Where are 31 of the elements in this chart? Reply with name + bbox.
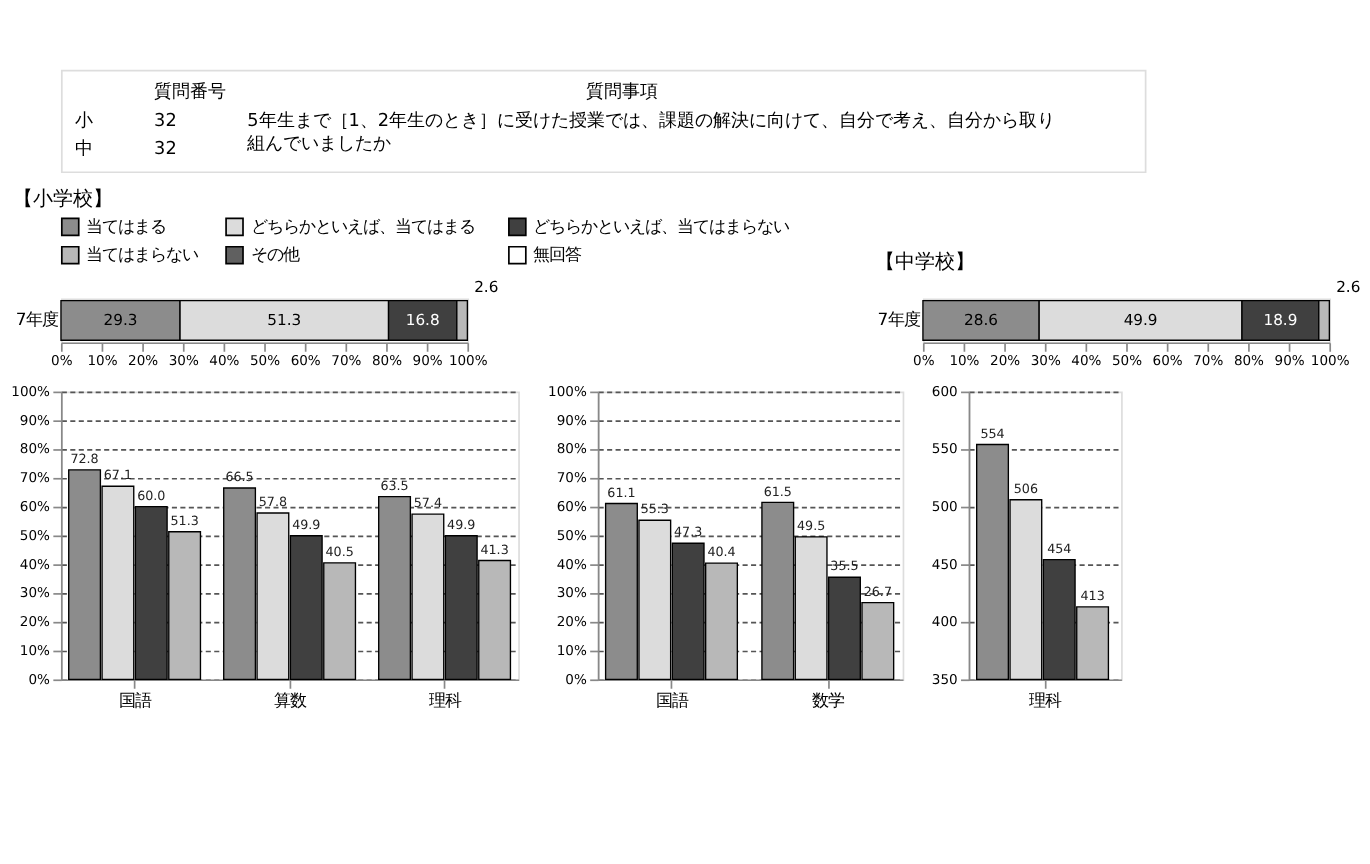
text: 小	[74, 109, 93, 132]
data-label: 28.6	[964, 311, 999, 330]
legend-label: どちらかといえば、当てはまる	[250, 215, 475, 236]
data-label: 29.3	[103, 311, 138, 330]
x-tick-label: 国語	[118, 689, 151, 710]
legend-label: どちらかといえば、当てはまらない	[533, 215, 790, 236]
x-tick-label: 国語	[656, 689, 689, 710]
x-tick-label: 数学	[812, 689, 845, 710]
data-label: 16.8	[405, 311, 440, 330]
data-label: 2.6	[1336, 277, 1361, 296]
text: 質問番号	[154, 80, 227, 103]
x-tick-label: 理科	[428, 689, 461, 710]
text: 質問事項	[585, 80, 658, 103]
data-label: 51.3	[267, 311, 302, 330]
y-tick-label: 7年度	[877, 309, 921, 330]
x-tick-label: 理科	[1028, 689, 1061, 710]
data-label: 49.9	[1123, 311, 1158, 330]
text: 32	[154, 111, 177, 132]
legend-label: 当てはまらない	[86, 244, 199, 265]
data-label: 2.6	[474, 277, 499, 296]
text: 5年生まで［1、2年生のとき］に受けた授業では、課題の解決に向けて、自分で考え、自分から取り組んでいましたか	[245, 109, 1056, 156]
data-label: 18.9	[1263, 311, 1298, 330]
text: 中	[74, 138, 93, 161]
chart-title: 【小学校】	[12, 187, 113, 212]
y-tick-label: 7年度	[15, 309, 59, 330]
text: 32	[154, 140, 177, 161]
legend-label: 当てはまる	[86, 215, 167, 236]
legend-label: 無回答	[533, 244, 582, 265]
x-tick-label: 算数	[273, 689, 306, 710]
legend-label: その他	[250, 244, 299, 265]
chart-title: 【中学校】	[874, 249, 975, 274]
